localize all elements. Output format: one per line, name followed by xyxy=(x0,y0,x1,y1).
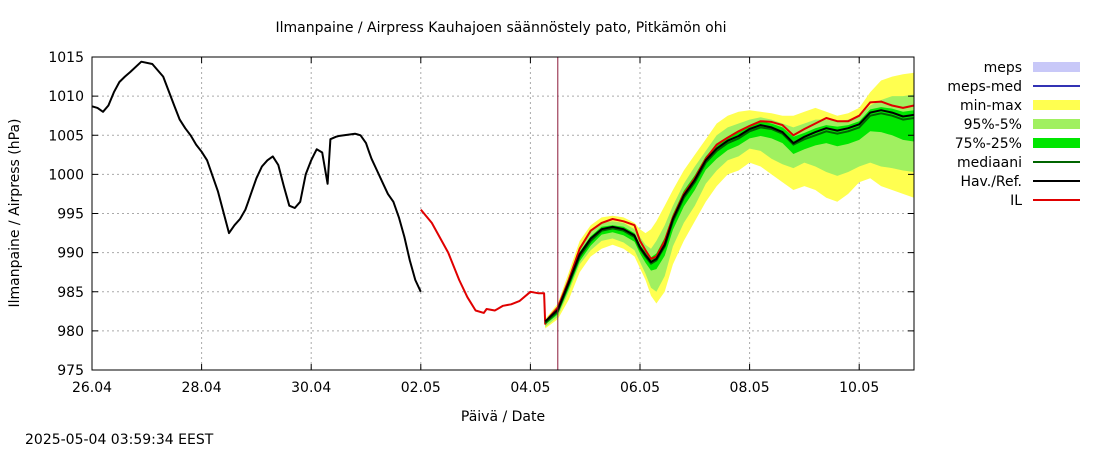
y-axis-label: Ilmanpaine / Airpress (hPa) xyxy=(7,119,23,308)
forecast-bands xyxy=(545,72,914,329)
y-tick-label: 980 xyxy=(57,324,84,340)
x-tick-label: 08.05 xyxy=(730,380,770,396)
plot-frame xyxy=(91,56,915,371)
legend-label: 95%-5% xyxy=(964,117,1022,133)
y-tick-label: 1000 xyxy=(48,167,84,183)
series-il xyxy=(420,100,915,325)
y-tick-label: 1010 xyxy=(48,89,84,105)
y-tick-label: 995 xyxy=(57,207,84,223)
series-lines xyxy=(91,60,915,325)
y-tick-label: 1015 xyxy=(48,50,84,66)
y-tick-label: 985 xyxy=(57,285,84,301)
legend-swatch xyxy=(1033,100,1080,110)
timestamp: 2025-05-04 03:59:34 EEST xyxy=(25,432,214,448)
legend-label: meps-med xyxy=(947,79,1022,95)
x-tick-label: 02.05 xyxy=(401,380,441,396)
x-tick-label: 10.05 xyxy=(839,380,879,396)
legend-label: min-max xyxy=(960,98,1022,114)
legend-label: 75%-25% xyxy=(955,136,1022,152)
legend-swatch xyxy=(1033,138,1080,148)
x-tick-label: 26.04 xyxy=(72,380,112,396)
y-tick-label: 975 xyxy=(57,363,84,379)
grid xyxy=(92,57,914,370)
legend: meps meps-med min-max 95%-5% 75%-25% mediaani… xyxy=(947,60,1080,209)
x-tick-label: 30.04 xyxy=(291,380,331,396)
axis-ticks: 975 980 985 990 995 1000 1005 1010 1015 26.04 28.0… xyxy=(48,50,914,396)
chart-title: Ilmanpaine / Airpress Kauhajoen säännöst… xyxy=(275,20,726,36)
series-mediaani xyxy=(544,112,915,324)
x-axis-label: Päivä / Date xyxy=(461,409,545,425)
x-tick-label: 28.04 xyxy=(182,380,222,396)
legend-swatch xyxy=(1033,119,1080,129)
legend-label: Hav./Ref. xyxy=(960,174,1022,190)
band-min-max xyxy=(545,72,914,329)
series-hav-ref- xyxy=(91,60,422,293)
legend-label: meps xyxy=(984,60,1022,76)
band-95-5- xyxy=(545,94,914,327)
series-hav-ref- xyxy=(544,109,915,323)
legend-swatch xyxy=(1033,62,1080,72)
band-75-25- xyxy=(545,107,914,325)
y-tick-label: 1005 xyxy=(48,128,84,144)
x-tick-label: 06.05 xyxy=(620,380,660,396)
legend-label: IL xyxy=(1010,193,1022,209)
x-tick-label: 04.05 xyxy=(510,380,550,396)
legend-label: mediaani xyxy=(957,155,1022,171)
y-tick-label: 990 xyxy=(57,246,84,262)
